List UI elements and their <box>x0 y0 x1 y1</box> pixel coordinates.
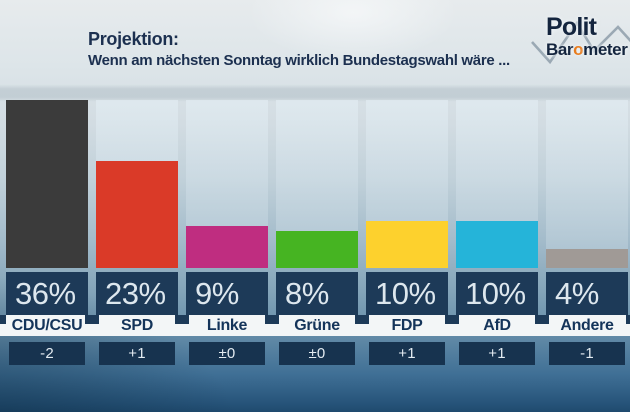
logo-word-barometer-post: meter <box>583 40 628 59</box>
logo-word-polit: Polit <box>546 13 597 41</box>
party-label-row: CDU/CSU SPD Linke Grüne FDP AfD Andere <box>0 315 630 336</box>
party-label-band: CDU/CSU SPD Linke Grüne FDP AfD Andere <box>0 315 630 336</box>
track-spd <box>96 100 178 268</box>
party-cdu-csu: CDU/CSU <box>11 317 83 334</box>
value-afd: 10% <box>456 272 538 315</box>
value-andere: 4% <box>546 272 628 315</box>
bar-andere <box>546 249 628 268</box>
change-cdu-csu: -2 <box>9 342 85 365</box>
track-fdp <box>366 100 448 268</box>
bar-afd <box>456 221 538 268</box>
change-spd: +1 <box>99 342 175 365</box>
barometer-zigzag-icon <box>531 20 630 65</box>
party-andere: Andere <box>535 315 628 336</box>
party-spd: SPD <box>85 315 178 336</box>
change-afd: +1 <box>459 342 535 365</box>
page-title: Projektion: <box>88 29 179 49</box>
track-gruene <box>276 100 358 268</box>
logo-word-barometer-pre: Bar <box>546 40 574 59</box>
track-cdu-csu <box>6 100 88 268</box>
bar-linke <box>186 226 268 268</box>
value-gruene: 8% <box>276 272 358 315</box>
logo-word-barometer: Barometer <box>546 40 628 59</box>
change-linke: ±0 <box>189 342 265 365</box>
chart-header: Projektion: Wenn am nächsten Sonntag wir… <box>88 29 510 70</box>
change-fdp: +1 <box>369 342 445 365</box>
bar-fdp <box>366 221 448 268</box>
value-spd: 23% <box>96 272 178 315</box>
projection-bar-chart: 36% 23% 9% 8% 10% 10% 4% CDU/CSU SPD Lin… <box>0 100 630 365</box>
value-fdp: 10% <box>366 272 448 315</box>
page-subtitle: Wenn am nächsten Sonntag wirklich Bundes… <box>88 52 510 69</box>
track-linke <box>186 100 268 268</box>
value-cdu-csu: 36% <box>6 272 88 315</box>
party-gruene: Grüne <box>265 315 358 336</box>
bar-gruene <box>276 230 358 268</box>
party-fdp: FDP <box>355 315 448 336</box>
change-gruene: ±0 <box>279 342 355 365</box>
track-afd <box>456 100 538 268</box>
party-afd: AfD <box>445 315 538 336</box>
bar-spd <box>96 160 178 268</box>
logo-orange-o: o <box>573 40 584 59</box>
bar-cdu-csu <box>6 100 88 268</box>
track-andere <box>546 100 628 268</box>
value-label-row: 36% 23% 9% 8% 10% 10% 4% <box>0 272 630 315</box>
value-linke: 9% <box>186 272 268 315</box>
change-row: -2 +1 ±0 ±0 +1 +1 -1 <box>0 342 630 365</box>
bar-track-row <box>0 100 630 268</box>
politbarometer-logo: Polit Barometer <box>531 13 630 65</box>
change-andere: -1 <box>549 342 625 365</box>
party-linke: Linke <box>175 315 268 336</box>
